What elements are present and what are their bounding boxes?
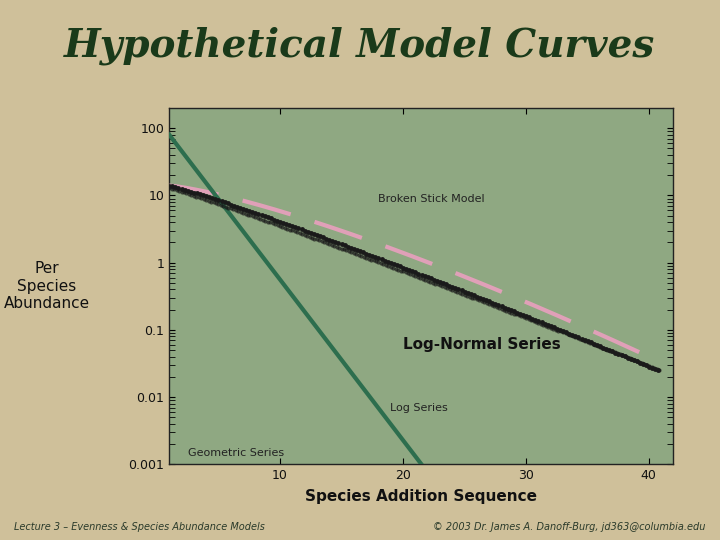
Text: Broken Stick Model: Broken Stick Model	[378, 193, 485, 204]
Text: Log Series: Log Series	[390, 403, 449, 413]
Text: Per
Species
Abundance: Per Species Abundance	[4, 261, 90, 311]
Text: Geometric Series: Geometric Series	[188, 448, 284, 457]
Text: © 2003 Dr. James A. Danoff-Burg, jd363@columbia.edu: © 2003 Dr. James A. Danoff-Burg, jd363@c…	[433, 522, 706, 532]
Text: Log-Normal Series: Log-Normal Series	[402, 338, 560, 353]
Text: Hypothetical Model Curves: Hypothetical Model Curves	[64, 26, 656, 65]
X-axis label: Species Addition Sequence: Species Addition Sequence	[305, 489, 537, 504]
Text: Lecture 3 – Evenness & Species Abundance Models: Lecture 3 – Evenness & Species Abundance…	[14, 522, 265, 532]
